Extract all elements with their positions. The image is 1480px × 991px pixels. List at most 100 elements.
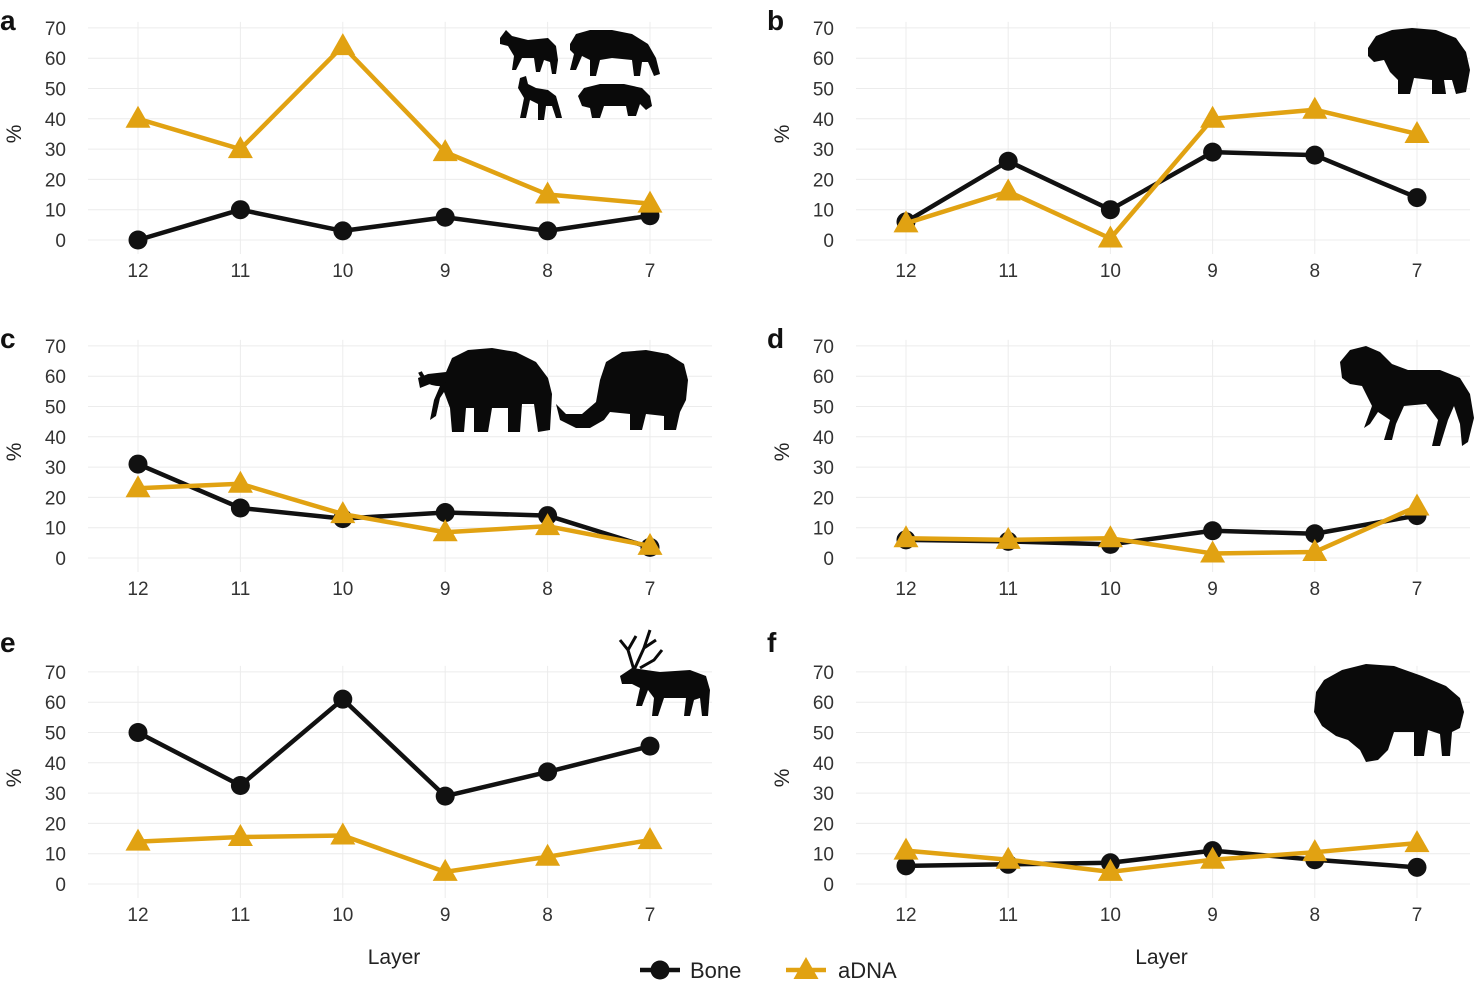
bone-point [896,856,916,876]
y-tick-label: 20 [813,488,834,509]
y-tick-label: 20 [813,170,834,191]
bone-point [1407,188,1427,208]
x-tick-label: 8 [1310,579,1321,600]
y-tick-label: 40 [45,754,66,775]
x-tick-label: 7 [1412,579,1423,600]
bone-point [230,776,250,796]
y-axis-title: % [771,125,794,144]
y-tick-label: 50 [813,724,834,745]
bone-point [230,498,250,518]
series-bone [128,200,660,250]
series-line [137,207,651,243]
x-tick-label: 12 [127,261,148,282]
panel-letter: f [767,627,777,658]
adna-point [1200,540,1226,563]
y-tick-label: 50 [45,724,66,745]
adna-point [1097,858,1123,881]
adna-point [1200,105,1226,128]
adna-point [330,822,356,845]
series-line [137,833,651,875]
y-tick-label: 10 [813,201,834,222]
mammoth-icon [418,348,552,432]
series-line [905,848,1418,870]
series-adna [125,470,663,555]
y-tick-label: 60 [45,693,66,714]
adna-point [227,824,253,847]
series-adna [125,822,663,881]
y-tick-label: 40 [813,110,834,131]
adna-point [1404,493,1430,516]
y-tick-label: 70 [813,19,834,40]
series-line [905,840,1418,875]
panel-a: a 0 10 20 30 40 50 60 70 12 11 10 9 8 7% [0,5,712,282]
x-tick-label: 11 [231,261,251,282]
x-tick-label: 7 [645,579,656,600]
bone-point [640,736,660,756]
adna-point [432,519,458,542]
adna-point [330,501,356,524]
wolverine-icon [578,84,652,118]
series-bone [128,454,660,557]
woolly-rhino-icon [556,350,688,430]
adna-point [893,837,919,860]
y-axis-title: % [771,769,794,788]
adna-point [535,181,561,204]
y-tick-label: 20 [45,488,66,509]
adna-point [1200,846,1226,869]
fox-icon [518,76,562,120]
series-line [137,462,651,550]
y-tick-label: 30 [813,140,834,161]
y-tick-label: 60 [813,367,834,388]
adna-point [125,105,151,128]
y-axis-title: % [771,443,794,462]
legend-bone: Bone [640,958,741,983]
y-tick-label: 20 [45,170,66,191]
bone-point [1100,200,1120,220]
reindeer-icon [618,629,710,716]
bone-point [333,221,353,241]
series-line [136,696,651,799]
legend-adna: aDNA [786,957,897,983]
y-tick-label: 0 [55,231,66,252]
y-tick-label: 0 [55,549,66,570]
x-tick-label: 8 [542,261,553,282]
panel-b: b 0 10 20 30 40 50 60 70 12 11 10 9 8 7% [767,5,1470,282]
bone-point [1407,857,1427,877]
adna-point [893,210,919,233]
y-tick-label: 10 [45,845,66,866]
bear-icon [1368,28,1470,94]
x-tick-label: 11 [231,579,251,600]
adna-point [227,470,253,493]
x-tick-label: 8 [1310,905,1321,926]
y-tick-label: 50 [813,398,834,419]
x-tick-label: 11 [231,905,251,926]
y-tick-label: 60 [813,693,834,714]
series-adna [893,493,1430,563]
bone-point [128,230,148,250]
x-tick-label: 12 [895,905,916,926]
series-adna [893,96,1430,248]
x-tick-label: 7 [645,261,656,282]
x-tick-label: 12 [127,579,148,600]
y-tick-label: 60 [45,367,66,388]
adna-point [637,532,663,555]
hyena-icon [570,30,660,76]
adna-point [995,846,1021,869]
y-tick-label: 30 [45,458,66,479]
y-axis-title: % [3,125,26,144]
y-tick-label: 70 [45,337,66,358]
bone-point [128,454,148,474]
y-tick-label: 10 [813,845,834,866]
adna-point [125,828,151,851]
adna-point [1404,830,1430,853]
panel-letter: a [0,5,16,36]
y-tick-label: 70 [45,19,66,40]
series-line [137,43,651,206]
x-tick-label: 11 [998,261,1018,282]
adna-point [1302,538,1328,561]
bone-point [230,200,250,220]
bone-point [435,786,455,806]
x-tick-label: 10 [332,905,353,926]
y-tick-label: 70 [813,337,834,358]
y-tick-label: 20 [45,814,66,835]
